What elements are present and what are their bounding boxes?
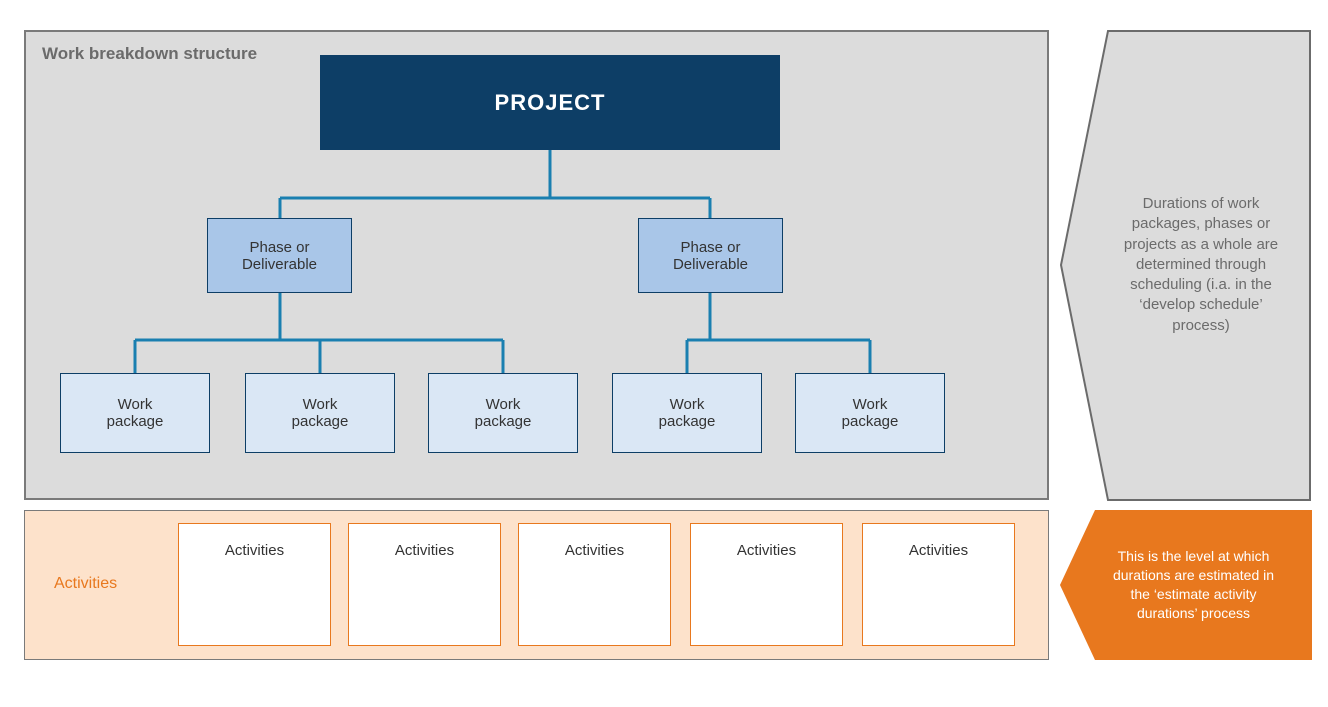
activities-section-label: Activities	[54, 575, 117, 593]
project-node: PROJECT	[320, 55, 780, 150]
work-package-node: Workpackage	[612, 373, 762, 453]
activity-box: Activities	[348, 523, 501, 646]
work-package-node: Workpackage	[245, 373, 395, 453]
work-package-node: Workpackage	[60, 373, 210, 453]
callout-bottom: This is the level at which durations are…	[1060, 510, 1312, 660]
activity-box: Activities	[690, 523, 843, 646]
phase-label: Phase orDeliverable	[242, 239, 317, 273]
activity-label: Activities	[395, 542, 454, 559]
work-package-node: Workpackage	[795, 373, 945, 453]
activity-label: Activities	[737, 542, 796, 559]
activity-label: Activities	[225, 542, 284, 559]
work-package-label: Workpackage	[475, 396, 532, 430]
phase-label: Phase orDeliverable	[673, 239, 748, 273]
wbs-title: Work breakdown structure	[42, 44, 257, 64]
project-label: PROJECT	[495, 90, 606, 116]
callout-top: Durations of work packages, phases or pr…	[1060, 30, 1312, 500]
activity-box: Activities	[178, 523, 331, 646]
callout-top-text: Durations of work packages, phases or pr…	[1120, 194, 1282, 336]
callout-bottom-text: This is the level at which durations are…	[1105, 547, 1282, 623]
phase-node: Phase orDeliverable	[207, 218, 352, 293]
activity-label: Activities	[909, 542, 968, 559]
activity-label: Activities	[565, 542, 624, 559]
activity-box: Activities	[518, 523, 671, 646]
work-package-label: Workpackage	[842, 396, 899, 430]
work-package-label: Workpackage	[107, 396, 164, 430]
activity-box: Activities	[862, 523, 1015, 646]
phase-node: Phase orDeliverable	[638, 218, 783, 293]
work-package-label: Workpackage	[292, 396, 349, 430]
work-package-label: Workpackage	[659, 396, 716, 430]
work-package-node: Workpackage	[428, 373, 578, 453]
